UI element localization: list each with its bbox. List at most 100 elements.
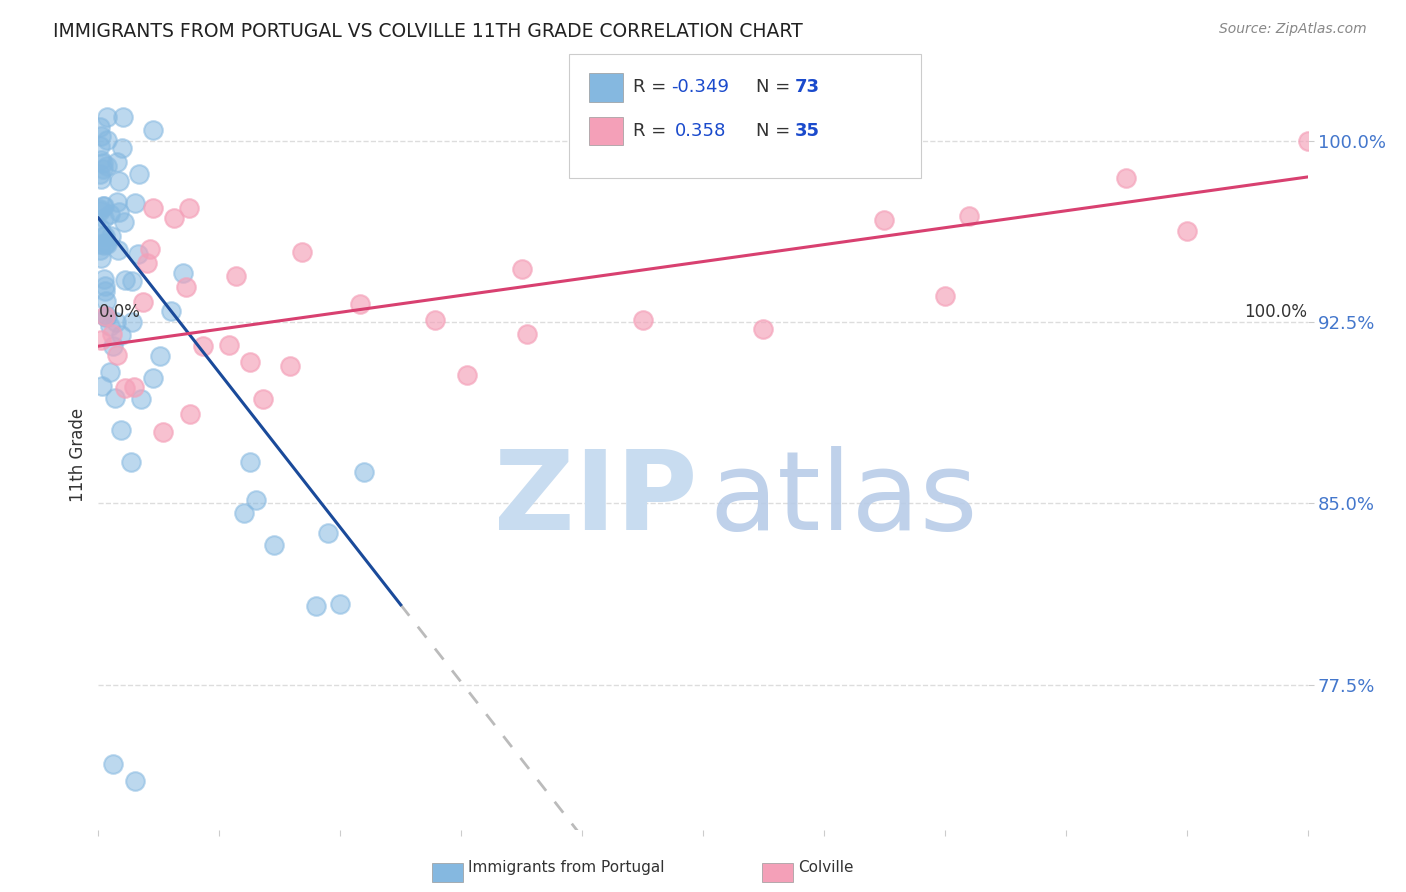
Point xyxy=(111,110,134,124)
Point xyxy=(127,247,149,261)
Point xyxy=(93,238,115,252)
Point xyxy=(90,334,112,348)
Point xyxy=(94,278,117,293)
Point xyxy=(239,355,262,369)
Point xyxy=(152,425,174,440)
Point xyxy=(232,506,254,520)
Point xyxy=(89,221,111,235)
Point xyxy=(179,201,201,215)
Point xyxy=(456,368,478,382)
Point xyxy=(105,315,128,329)
Point xyxy=(105,194,128,209)
Text: Source: ZipAtlas.com: Source: ZipAtlas.com xyxy=(1219,22,1367,37)
Text: Colville: Colville xyxy=(799,860,853,874)
Point xyxy=(96,310,118,325)
Point xyxy=(218,337,240,351)
Point xyxy=(107,173,129,187)
Point xyxy=(91,156,114,170)
Point xyxy=(121,274,143,288)
Point xyxy=(96,110,118,124)
Point xyxy=(1175,225,1198,239)
Point xyxy=(107,243,129,257)
Point xyxy=(105,155,128,169)
Y-axis label: 11th Grade: 11th Grade xyxy=(69,408,87,502)
Point xyxy=(142,202,165,216)
Point xyxy=(93,211,115,225)
Text: ZIP: ZIP xyxy=(494,446,697,553)
Point xyxy=(104,391,127,405)
Point xyxy=(124,774,146,789)
Point xyxy=(957,209,980,223)
Point xyxy=(128,168,150,182)
Point xyxy=(94,285,117,299)
Text: 73: 73 xyxy=(794,78,820,96)
Point xyxy=(98,206,121,220)
Point xyxy=(100,228,122,243)
Text: 100.0%: 100.0% xyxy=(1244,302,1308,321)
Point xyxy=(110,423,132,437)
Point xyxy=(1296,134,1319,148)
Point xyxy=(252,392,274,406)
Point xyxy=(103,757,125,772)
Point xyxy=(516,326,538,341)
Point xyxy=(98,318,121,333)
Text: 35: 35 xyxy=(794,122,820,140)
Point xyxy=(96,294,118,309)
Point xyxy=(129,392,152,406)
Point xyxy=(96,309,118,323)
Point xyxy=(159,304,181,318)
Point xyxy=(752,321,775,335)
Point xyxy=(142,123,165,137)
Text: N =: N = xyxy=(756,78,796,96)
Point xyxy=(174,280,197,294)
Point xyxy=(291,244,314,259)
Point xyxy=(93,199,115,213)
Point xyxy=(91,161,114,176)
Point xyxy=(93,199,115,213)
Point xyxy=(89,139,111,153)
Point xyxy=(93,271,115,285)
Point xyxy=(329,597,352,611)
Point xyxy=(1115,171,1137,186)
Point xyxy=(110,327,132,342)
Point xyxy=(135,256,157,270)
Point xyxy=(142,371,165,385)
Point xyxy=(90,153,112,167)
Point xyxy=(122,380,145,394)
Point xyxy=(89,202,111,217)
Point xyxy=(111,141,134,155)
Point xyxy=(94,309,117,323)
Point xyxy=(139,243,162,257)
Text: R =: R = xyxy=(633,78,672,96)
Text: N =: N = xyxy=(756,122,796,140)
Point xyxy=(89,120,111,134)
Point xyxy=(94,309,117,323)
Point xyxy=(91,379,114,393)
Point xyxy=(96,159,118,173)
Text: 0.358: 0.358 xyxy=(675,122,727,140)
Text: -0.349: -0.349 xyxy=(671,78,728,96)
Point xyxy=(873,212,896,227)
Point xyxy=(191,338,214,352)
Point xyxy=(245,492,267,507)
Point xyxy=(105,348,128,362)
Point xyxy=(934,289,956,303)
Point xyxy=(112,215,135,229)
Point xyxy=(149,349,172,363)
Point xyxy=(305,599,328,614)
Text: atlas: atlas xyxy=(709,446,977,553)
Point xyxy=(89,243,111,257)
Point xyxy=(163,211,186,225)
Point xyxy=(124,196,146,211)
Text: IMMIGRANTS FROM PORTUGAL VS COLVILLE 11TH GRADE CORRELATION CHART: IMMIGRANTS FROM PORTUGAL VS COLVILLE 11T… xyxy=(53,22,803,41)
Point xyxy=(89,236,111,251)
Point xyxy=(90,171,112,186)
Point xyxy=(96,133,118,147)
Point xyxy=(120,455,142,469)
Point xyxy=(114,273,136,287)
Point xyxy=(90,251,112,265)
Point xyxy=(239,455,262,469)
Point xyxy=(114,381,136,395)
Text: 0.0%: 0.0% xyxy=(98,302,141,321)
Point xyxy=(103,338,125,352)
